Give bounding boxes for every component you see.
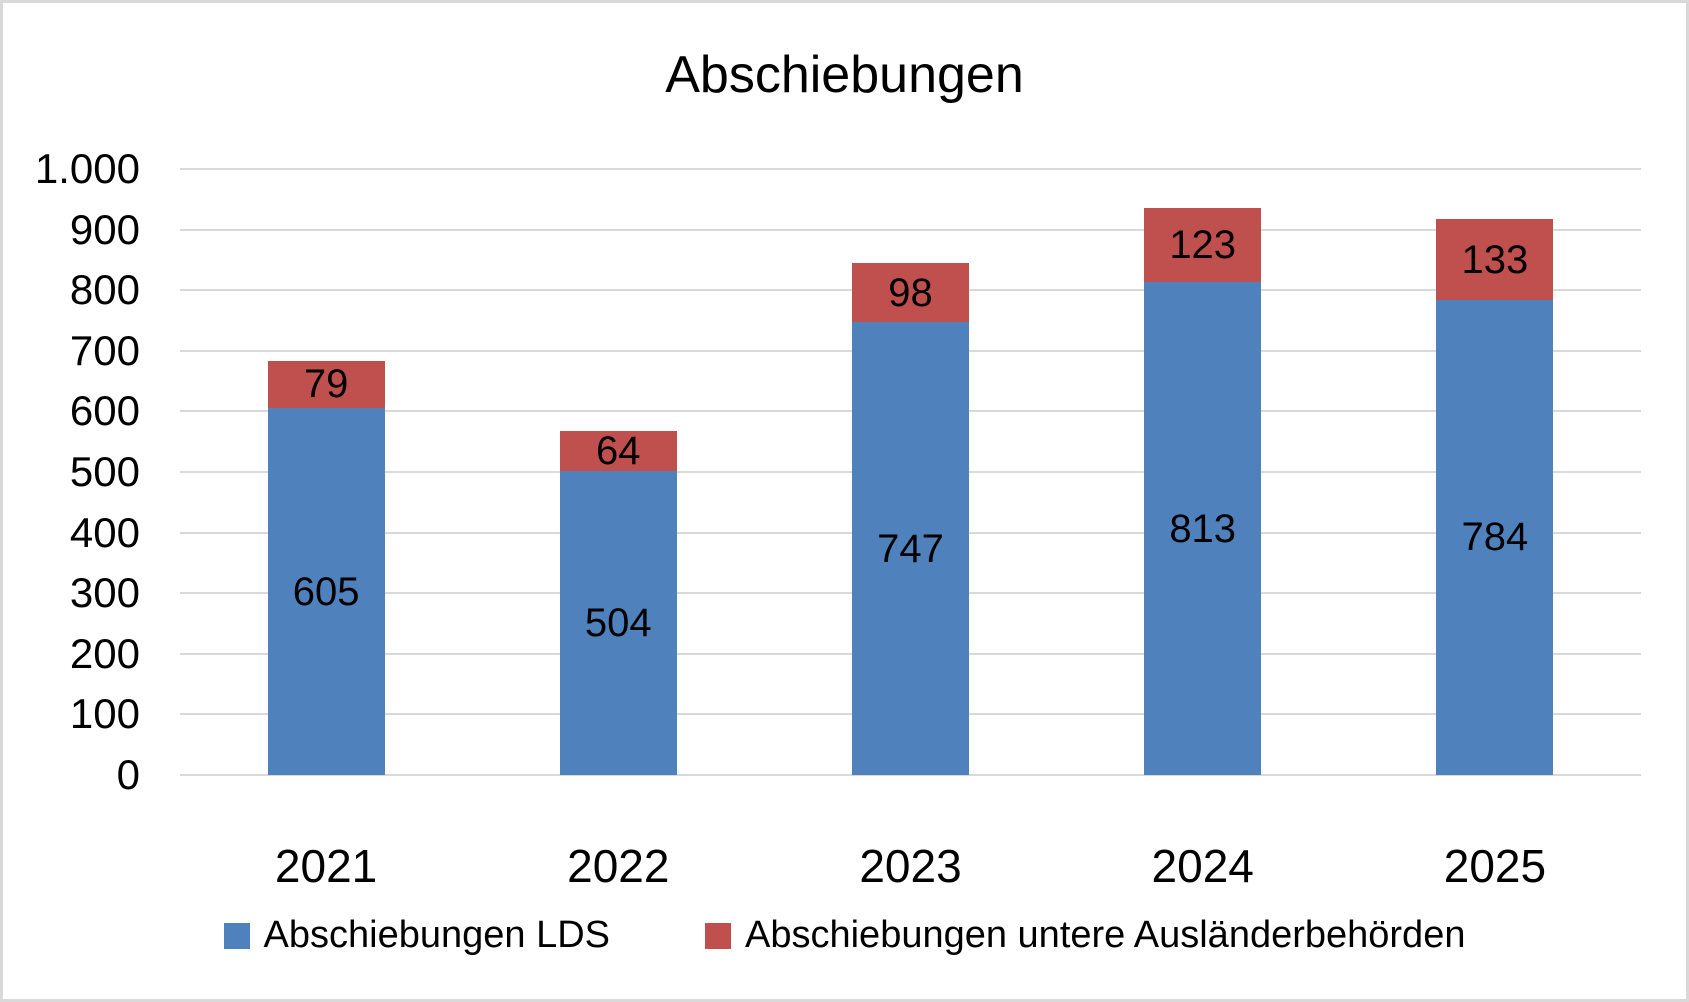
gridline <box>180 168 1641 170</box>
y-tick-label: 900 <box>69 205 140 253</box>
legend: Abschiebungen LDS Abschiebungen untere Au… <box>3 913 1686 959</box>
gridline <box>180 228 1641 231</box>
x-tick-label: 2021 <box>274 840 378 892</box>
bar-segment: 64 <box>559 428 677 473</box>
data-label: 133 <box>1461 237 1529 282</box>
data-label: 605 <box>292 569 360 614</box>
bar-2023: 98 747 <box>852 262 969 775</box>
bar-segment: 133 <box>1436 219 1554 300</box>
y-tick-label: 1.000 <box>34 145 140 192</box>
bar-2024: 123 813 <box>1144 207 1262 775</box>
y-axis: 0 100 200 300 400 500 600 700 800 900 1.000 <box>3 148 140 796</box>
bar-segment: 784 <box>1436 299 1554 775</box>
bar-2022: 64 504 <box>559 428 677 775</box>
data-label: 79 <box>303 362 349 407</box>
bar-segment: 123 <box>1144 207 1262 283</box>
bar-segment: 605 <box>267 408 385 775</box>
legend-swatch-icon <box>705 922 731 949</box>
gridline <box>180 774 1641 776</box>
plot-area: 79 605 64 504 98 747 123 813 133 784 <box>180 168 1641 776</box>
bar-segment: 504 <box>559 470 677 775</box>
data-label: 813 <box>1169 506 1237 551</box>
bar-segment: 79 <box>267 360 385 409</box>
data-label: 784 <box>1461 515 1529 560</box>
data-label: 123 <box>1169 223 1237 268</box>
y-tick-label: 600 <box>69 387 140 435</box>
y-tick-label: 800 <box>69 266 140 314</box>
x-axis: 2021 2022 2023 2024 2025 <box>180 841 1641 892</box>
y-tick-label: 100 <box>69 690 140 738</box>
x-tick-label: 2024 <box>1151 840 1254 892</box>
data-label: 64 <box>596 428 641 473</box>
legend-item: Abschiebungen untere Ausländerbehörden <box>705 913 1465 959</box>
data-label: 98 <box>888 270 933 315</box>
y-tick-label: 400 <box>69 508 140 556</box>
data-label: 504 <box>584 600 652 645</box>
y-tick-label: 300 <box>69 569 140 617</box>
y-tick-label: 700 <box>69 326 140 374</box>
data-label: 747 <box>877 526 944 571</box>
legend-swatch-icon <box>223 922 250 949</box>
y-tick-label: 500 <box>69 448 140 495</box>
y-tick-label: 0 <box>116 751 140 798</box>
bar-2021: 79 605 <box>267 360 385 775</box>
bar-segment: 813 <box>1144 282 1262 775</box>
chart-title: Abschiebungen <box>665 46 1024 104</box>
legend-label: Abschiebungen untere Ausländerbehörden <box>745 914 1466 956</box>
bar-2025: 133 784 <box>1436 219 1554 775</box>
x-tick-label: 2023 <box>859 840 962 892</box>
legend-label: Abschiebungen LDS <box>263 914 610 956</box>
y-tick-label: 200 <box>69 629 140 677</box>
bar-segment: 747 <box>852 322 969 775</box>
x-tick-label: 2022 <box>567 840 670 892</box>
legend-item: Abschiebungen LDS <box>223 913 610 959</box>
bar-segment: 98 <box>852 262 969 323</box>
x-tick-label: 2025 <box>1443 840 1547 892</box>
